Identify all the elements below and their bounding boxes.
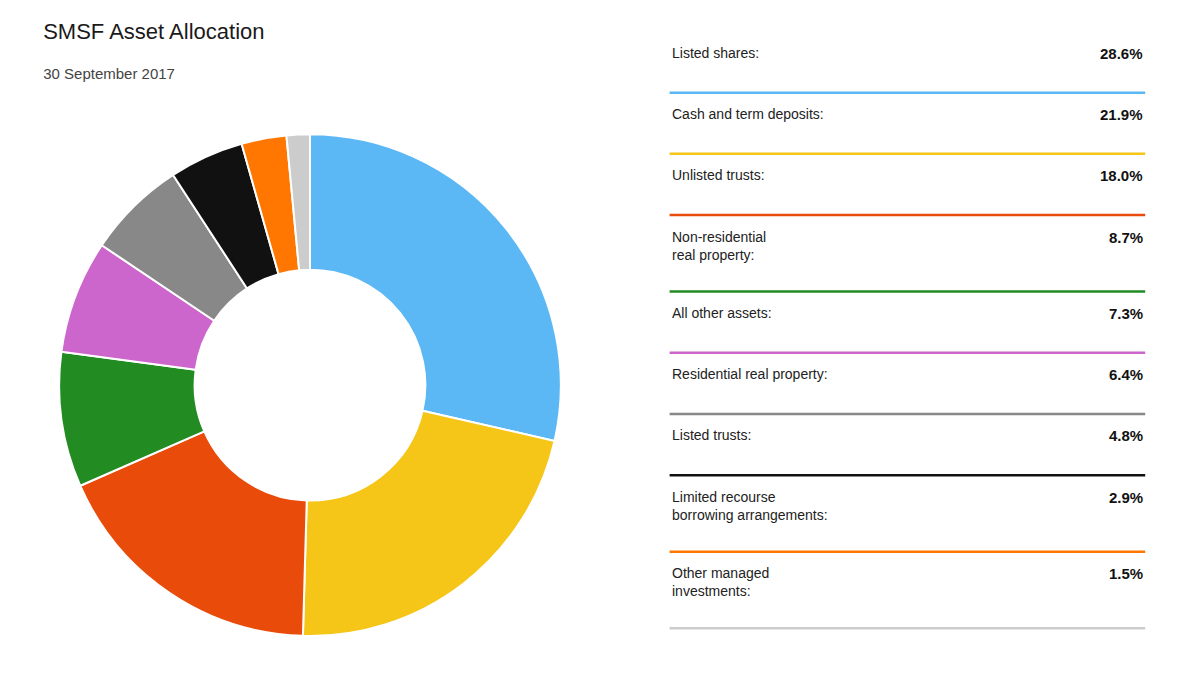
svg-text:Listed shares:: Listed shares: — [672, 45, 759, 61]
svg-text:1.5%: 1.5% — [1109, 565, 1143, 582]
svg-text:6.4%: 6.4% — [1109, 366, 1143, 383]
svg-text:SMSF Asset Allocation: SMSF Asset Allocation — [43, 19, 264, 44]
svg-text:4.8%: 4.8% — [1109, 427, 1143, 444]
svg-text:2.9%: 2.9% — [1109, 489, 1143, 506]
svg-text:Non-residentialreal property:: Non-residentialreal property: — [672, 229, 766, 263]
svg-text:18.0%: 18.0% — [1100, 167, 1143, 184]
svg-text:All other assets:: All other assets: — [672, 305, 772, 321]
svg-text:21.9%: 21.9% — [1100, 106, 1143, 123]
svg-text:30 September 2017: 30 September 2017 — [43, 65, 175, 82]
svg-text:Residential real property:: Residential real property: — [672, 366, 828, 382]
svg-text:Other managedinvestments:: Other managedinvestments: — [672, 565, 769, 599]
svg-text:28.6%: 28.6% — [1100, 45, 1143, 62]
svg-text:Listed trusts:: Listed trusts: — [672, 427, 751, 443]
svg-text:Unlisted trusts:: Unlisted trusts: — [672, 167, 765, 183]
svg-text:7.3%: 7.3% — [1109, 305, 1143, 322]
svg-text:8.7%: 8.7% — [1109, 229, 1143, 246]
svg-text:Cash and term deposits:: Cash and term deposits: — [672, 106, 824, 122]
svg-text:Limited recourseborrowing arra: Limited recourseborrowing arrangements: — [672, 489, 828, 523]
